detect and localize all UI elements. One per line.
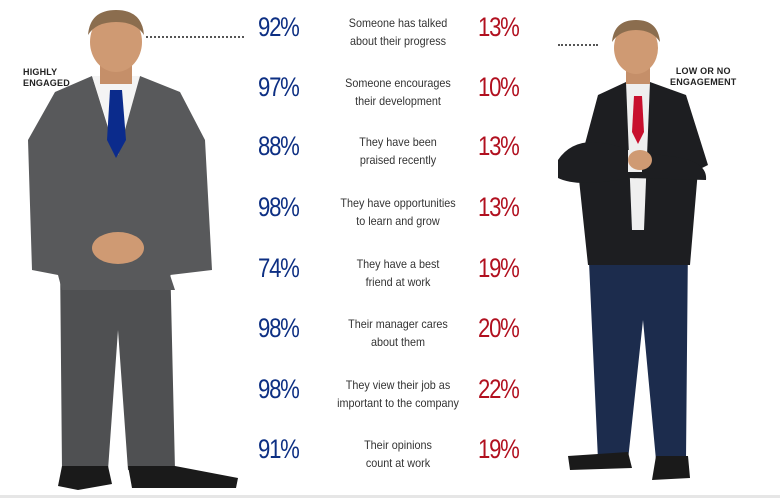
low-engagement-percent: 22% [478,374,520,404]
highly-engaged-percent: 88% [258,131,300,161]
statement-line-1: They have opportunities [340,196,456,210]
low-engagement-percent: 20% [478,313,520,343]
highly-engaged-percent: 91% [258,434,300,464]
statement-line-1: Their manager cares [348,317,448,331]
highly-engaged-percent: 74% [258,253,300,283]
low-engagement-percent: 13% [478,12,520,42]
statement-line-1: Someone encourages [345,76,451,90]
statement-line-2: about their progress [349,34,447,48]
statistic-statement: They view their job as important to the … [331,376,466,412]
low-engagement-label: LOW OR NO ENGAGEMENT [670,66,737,88]
statement-line-1: They have been [359,135,437,149]
highly-engaged-person-illustration [28,10,238,490]
low-engagement-connector [558,44,598,46]
statistics-list: 92% Someone has talked about their progr… [248,0,538,498]
statistic-statement: Someone encourages their development [331,74,466,110]
statistic-statement: Their manager cares about them [331,315,466,351]
statistic-statement: They have opportunities to learn and gro… [331,194,466,230]
statistic-statement: Their opinions count at work [331,436,466,472]
highly-engaged-label-line-1: HIGHLY [23,67,58,77]
low-engagement-person-illustration [558,20,708,480]
statement-line-2: their development [355,94,441,108]
statistic-row: 98% They have opportunities to learn and… [248,192,538,254]
low-engagement-percent: 13% [478,131,520,161]
highly-engaged-percent: 98% [258,374,300,404]
statement-line-1: They have a best [356,257,440,271]
low-engagement-percent: 19% [478,434,520,464]
low-engagement-percent: 10% [478,72,520,102]
statement-line-2: about them [370,335,426,349]
highly-engaged-percent: 98% [258,313,300,343]
low-engagement-label-line-2: ENGAGEMENT [670,77,737,87]
statement-line-1: Someone has talked [348,16,448,30]
statistic-row: 88% They have been praised recently 13% [248,131,538,193]
highly-engaged-percent: 97% [258,72,300,102]
statement-line-2: to learn and grow [356,214,440,228]
statement-line-2: friend at work [365,275,431,289]
statement-line-1: They view their job as [345,378,451,392]
highly-engaged-connector [146,36,244,38]
statistic-statement: They have been praised recently [331,133,466,169]
statistic-statement: Someone has talked about their progress [331,14,466,50]
statistic-row: 92% Someone has talked about their progr… [248,12,538,74]
statistic-row: 91% Their opinions count at work 19% [248,434,538,496]
statement-line-2: praised recently [359,153,437,167]
statement-line-2: important to the company [337,396,459,410]
statistic-row: 98% Their manager cares about them 20% [248,313,538,375]
statistic-row: 74% They have a best friend at work 19% [248,253,538,315]
low-engagement-percent: 19% [478,253,520,283]
statement-line-2: count at work [365,456,431,470]
statement-line-1: Their opinions [364,438,432,452]
highly-engaged-percent: 92% [258,12,300,42]
highly-engaged-label-line-2: ENGAGED [23,78,70,88]
low-engagement-label-line-1: LOW OR NO [675,66,731,76]
low-engagement-percent: 13% [478,192,520,222]
highly-engaged-label: HIGHLY ENGAGED [23,67,70,89]
statistic-row: 97% Someone encourages their development… [248,72,538,134]
bottom-divider [0,495,780,498]
highly-engaged-percent: 98% [258,192,300,222]
statistic-statement: They have a best friend at work [331,255,466,291]
statistic-row: 98% They view their job as important to … [248,374,538,436]
